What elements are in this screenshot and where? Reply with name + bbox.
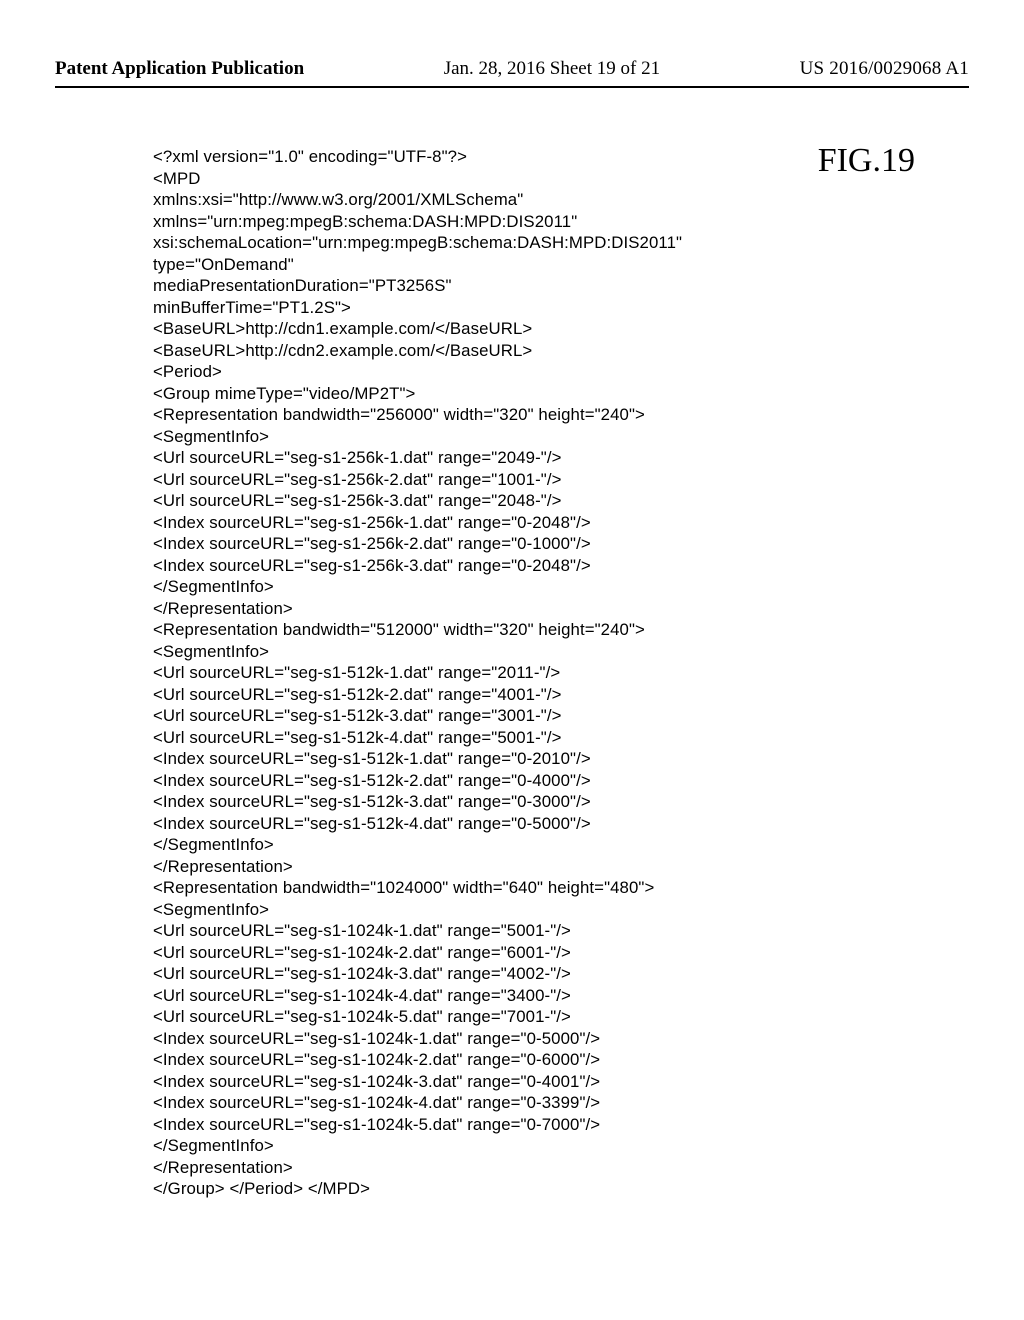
figure-label: FIG.19 [818, 142, 915, 180]
xml-code-block: <?xml version="1.0" encoding="UTF-8"?> <… [153, 146, 923, 1200]
header-center: Jan. 28, 2016 Sheet 19 of 21 [444, 58, 660, 80]
page: Patent Application Publication Jan. 28, … [0, 0, 1024, 1320]
header-left: Patent Application Publication [55, 58, 304, 80]
header-right: US 2016/0029068 A1 [800, 58, 969, 80]
figure-content: FIG.19 <?xml version="1.0" encoding="UTF… [153, 146, 923, 1200]
header-rule [55, 86, 969, 88]
page-header: Patent Application Publication Jan. 28, … [55, 58, 969, 80]
